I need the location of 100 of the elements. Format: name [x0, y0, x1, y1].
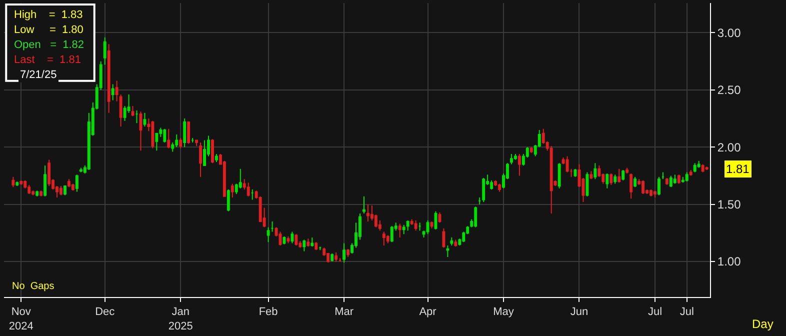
candlestick [693, 162, 696, 173]
candlestick [390, 226, 394, 243]
candlestick [135, 110, 138, 124]
candlestick [426, 220, 430, 235]
candlestick [139, 111, 142, 152]
annotation: Open = 1.82 [14, 39, 84, 51]
candlestick [131, 105, 134, 117]
candlestick [48, 159, 51, 187]
candlestick [402, 224, 406, 235]
candlestick [386, 234, 390, 244]
candlestick [342, 242, 346, 264]
annotation: 7/21/25 [20, 69, 57, 81]
candlestick [294, 234, 298, 246]
candlestick [398, 223, 402, 238]
y-tick-label: 3.00 [717, 26, 742, 40]
candlestick [143, 112, 146, 128]
candlestick [286, 236, 290, 244]
x-tick-label: Jun [570, 306, 588, 318]
candlestick [406, 220, 410, 232]
candlestick [191, 137, 194, 144]
candlestick [290, 231, 294, 244]
candlestick [701, 164, 704, 173]
candlestick [510, 154, 513, 165]
text: 1.81 [726, 162, 750, 176]
y-tick-label: 2.50 [717, 83, 742, 98]
candlestick [558, 162, 561, 189]
candlestick [642, 180, 644, 195]
candlestick [414, 220, 418, 232]
candlestick [246, 182, 250, 197]
candlestick [195, 140, 198, 146]
candlestick [634, 176, 637, 188]
x-tick-label: Jul [648, 306, 662, 318]
candlestick [498, 183, 501, 192]
candlestick [566, 156, 569, 173]
candlestick [270, 221, 274, 232]
candlestick [594, 162, 597, 180]
candlestick [40, 190, 43, 197]
candlestick [346, 248, 350, 258]
candlestick [28, 184, 31, 195]
candlestick [614, 174, 617, 184]
candlestick [685, 172, 688, 182]
candlestick [20, 180, 23, 186]
candlestick [318, 246, 322, 251]
candlestick [36, 190, 39, 197]
candlestick [44, 164, 47, 197]
candlestick [75, 174, 78, 192]
x-tick-label: Nov 2024 [8, 306, 34, 332]
candlestick [454, 239, 458, 248]
candlestick [681, 176, 684, 184]
candlestick [179, 137, 182, 149]
candlestick [658, 176, 660, 196]
candlestick [626, 167, 629, 174]
candlestick [71, 183, 74, 192]
candlestick [450, 237, 454, 246]
candlestick [665, 178, 668, 186]
candlestick [266, 226, 270, 243]
annotation: Low = 1.80 [14, 24, 84, 36]
candlestick [60, 186, 62, 196]
candlestick [330, 253, 334, 262]
candlestick [302, 239, 306, 252]
candlestick [151, 120, 154, 149]
candlestick [630, 172, 633, 200]
candlestick [430, 221, 434, 229]
candlestick [705, 166, 708, 171]
candlestick [606, 172, 609, 189]
candlestick [590, 170, 593, 180]
y-tick-label: 2.00 [717, 140, 742, 154]
x-tick-label: Jan 2025 [168, 306, 193, 332]
candlestick [111, 84, 114, 101]
candlestick [618, 168, 621, 184]
candlestick [119, 94, 122, 128]
candlestick [661, 172, 664, 180]
candlestick [115, 80, 118, 102]
candlestick [366, 204, 370, 222]
candlestick [673, 174, 676, 184]
candlestick [478, 196, 482, 205]
candlestick [382, 231, 386, 246]
x-tick-label: Feb [258, 306, 278, 318]
text: Day [752, 317, 774, 331]
candlestick [474, 206, 478, 228]
candlestick [334, 252, 338, 262]
candlestick [203, 140, 206, 166]
candlestick [68, 178, 70, 188]
candlestick [514, 154, 517, 160]
x-tick-label: Apr [419, 306, 437, 318]
candlestick [314, 242, 318, 251]
candlestick [107, 44, 110, 114]
candlestick [550, 146, 553, 214]
candlestick [64, 186, 66, 196]
candlestick [306, 238, 310, 248]
candlestick [230, 183, 234, 198]
candlestick [338, 258, 342, 262]
candlestick [250, 188, 254, 200]
candlestick [215, 154, 218, 163]
candlestick [310, 237, 314, 248]
candlestick [362, 196, 366, 214]
candlestick [167, 128, 170, 149]
candlestick [183, 118, 186, 148]
x-tick-label: May [493, 306, 514, 318]
candlestick [650, 188, 652, 197]
